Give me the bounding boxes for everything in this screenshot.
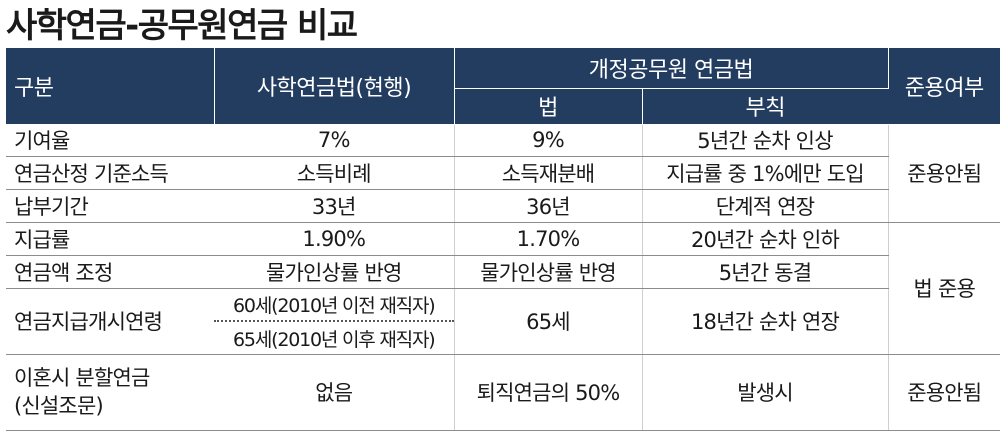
header-applicability: 준용여부 bbox=[888, 48, 1000, 125]
row-label-line-1: 이혼시 분할연금 bbox=[14, 366, 150, 391]
supplementary-value: 18년간 순차 연장 bbox=[642, 288, 889, 355]
header-reformed-law: 개정공무원 연금법 bbox=[454, 48, 889, 89]
private-value: 소득비례 bbox=[214, 156, 455, 190]
supplementary-value: 5년간 동결 bbox=[642, 255, 889, 289]
row-label: 기여율 bbox=[6, 123, 214, 157]
row-label: 지급률 bbox=[6, 222, 214, 256]
law-value: 36년 bbox=[454, 189, 643, 223]
table-row: 연금산정 기준소득 소득비례 소득재분배 지급률 중 1%에만 도입 bbox=[6, 156, 1000, 190]
supplementary-value: 단계적 연장 bbox=[642, 189, 889, 223]
law-value: 소득재분배 bbox=[454, 156, 643, 190]
law-value: 65세 bbox=[454, 288, 643, 355]
supplementary-value: 5년간 순차 인상 bbox=[642, 123, 889, 157]
private-value-after-2010: 65세(2010년 이후 재직자) bbox=[233, 328, 436, 351]
header-row: 구분 사학연금법(현행) 개정공무원 연금법 준용여부 bbox=[6, 48, 1000, 125]
table-row: 이혼시 분할연금 (신설조문) 없음 퇴직연금의 50% 발생시 준용안됨 bbox=[6, 354, 1000, 432]
table-row: 연금액 조정 물가인상률 반영 물가인상률 반영 5년간 동결 bbox=[6, 255, 1000, 289]
private-value: 7% bbox=[214, 123, 455, 157]
supplementary-value: 지급률 중 1%에만 도입 bbox=[642, 156, 889, 190]
private-value: 물가인상률 반영 bbox=[214, 255, 455, 289]
applicability-law-applied: 법 준용 bbox=[888, 222, 1000, 355]
private-value: 33년 bbox=[214, 189, 455, 223]
supplementary-value: 20년간 순차 인하 bbox=[642, 222, 889, 256]
private-value-before-2010: 60세(2010년 이전 재직자) bbox=[214, 289, 453, 323]
law-value: 퇴직연금의 50% bbox=[454, 354, 643, 432]
row-label: 연금지급개시연령 bbox=[6, 288, 214, 355]
page-title: 사학연금-공무원연금 비교 bbox=[6, 6, 358, 46]
comparison-table: 구분 사학연금법(현행) 개정공무원 연금법 준용여부 법 부칙 기여율 7% … bbox=[6, 48, 1000, 432]
table-row: 기여율 7% 9% 5년간 순차 인상 준용안됨 bbox=[6, 123, 1000, 223]
law-value: 물가인상률 반영 bbox=[454, 255, 643, 289]
row-label: 납부기간 bbox=[6, 189, 214, 223]
private-value-split: 60세(2010년 이전 재직자) 65세(2010년 이후 재직자) bbox=[214, 288, 455, 355]
row-label-line-2: (신설조문) bbox=[14, 394, 104, 419]
row-label: 연금산정 기준소득 bbox=[6, 156, 214, 190]
header-private-law: 사학연금법(현행) bbox=[214, 48, 455, 125]
applicability-not-applied-2: 준용안됨 bbox=[888, 354, 1000, 432]
row-label-multiline: 이혼시 분할연금 (신설조문) bbox=[6, 354, 214, 432]
row-label: 연금액 조정 bbox=[6, 255, 214, 289]
header-category: 구분 bbox=[6, 48, 215, 125]
private-value: 없음 bbox=[214, 354, 455, 432]
table-row: 지급률 1.90% 1.70% 20년간 순차 인하 법 준용 bbox=[6, 222, 1000, 355]
private-value: 1.90% bbox=[214, 222, 455, 256]
header-subrow: 법 부칙 bbox=[6, 88, 1000, 125]
law-value: 1.70% bbox=[454, 222, 643, 256]
table-row: 연금지급개시연령 60세(2010년 이전 재직자) 65세(2010년 이후 … bbox=[6, 288, 1000, 355]
table-row: 납부기간 33년 36년 단계적 연장 bbox=[6, 189, 1000, 223]
header-law: 법 bbox=[454, 88, 643, 125]
supplementary-value: 발생시 bbox=[642, 354, 889, 432]
applicability-not-applied: 준용안됨 bbox=[888, 123, 1000, 223]
header-supplementary: 부칙 bbox=[642, 88, 889, 125]
law-value: 9% bbox=[454, 123, 643, 157]
